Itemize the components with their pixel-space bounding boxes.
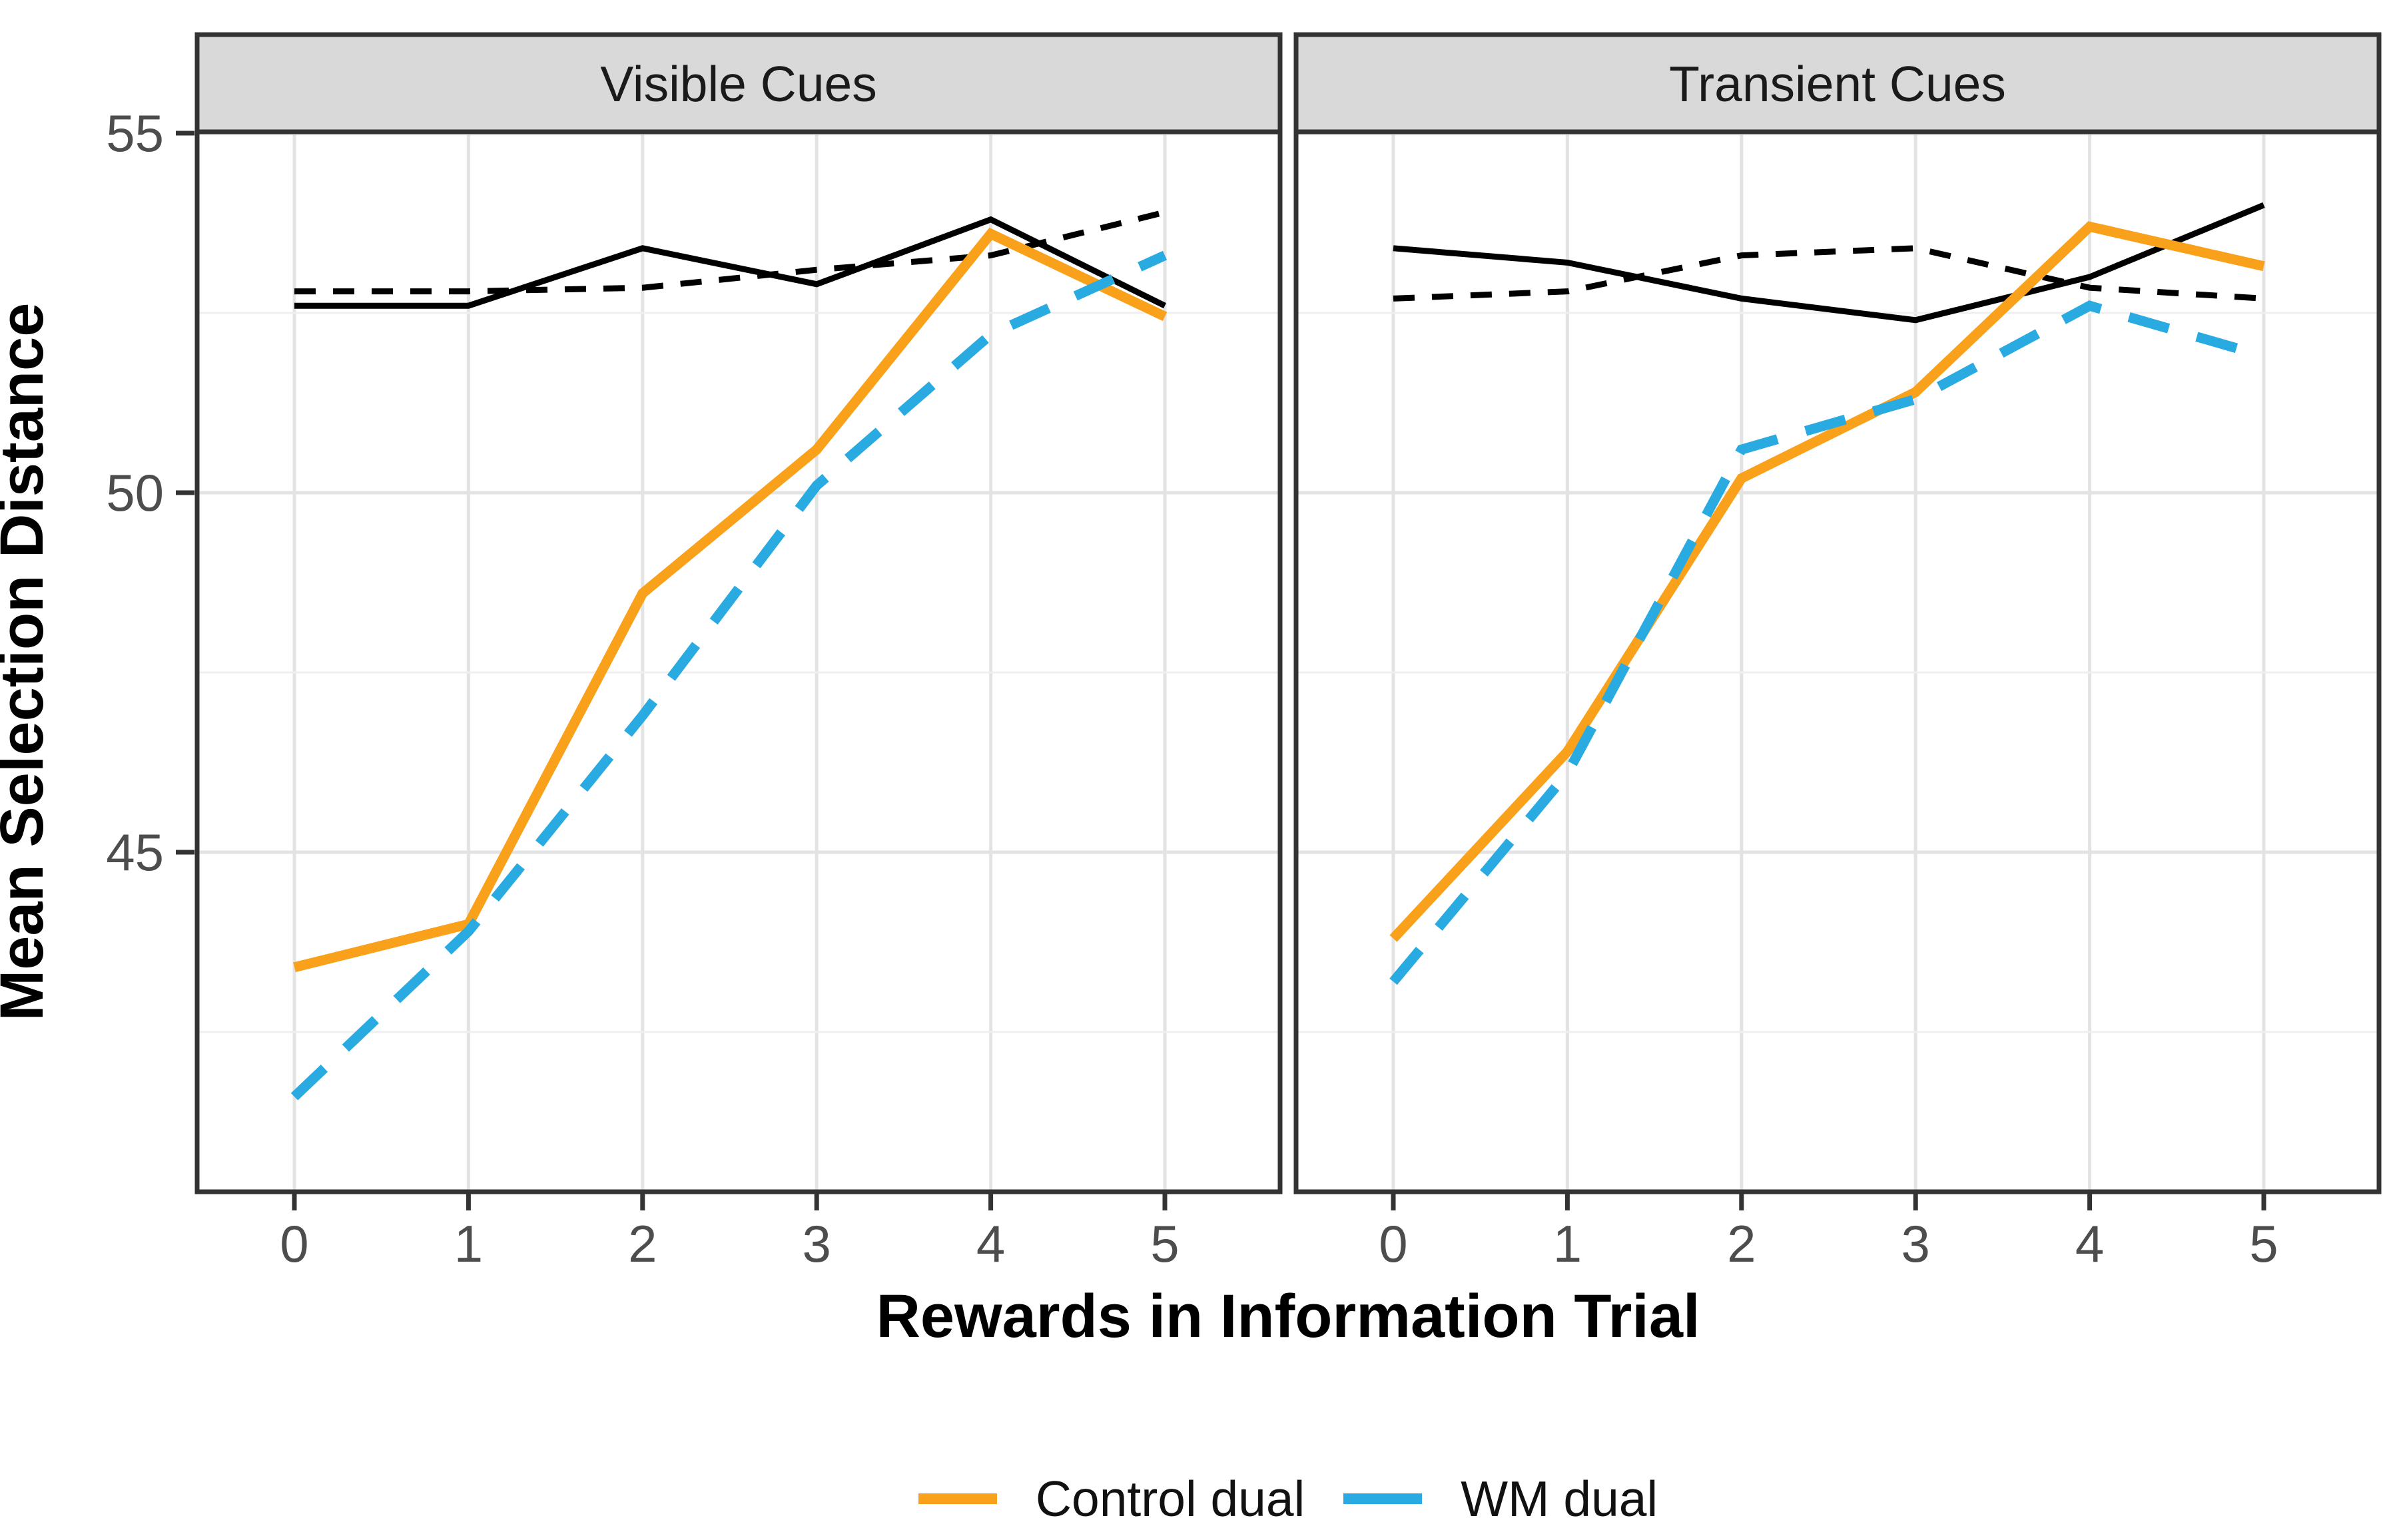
panel-visible-cues: Visible Cues — [194, 32, 1283, 1194]
legend-item-control-dual: Control dual — [918, 1470, 1305, 1527]
series-line-black-solid-unlabeled- — [1393, 202, 2265, 324]
x-tick-label: 2 — [1727, 1214, 1756, 1273]
strip-label-visible-cues: Visible Cues — [600, 56, 877, 112]
series-line-control-dual — [1389, 221, 2265, 942]
y-tick-label: 55 — [106, 104, 164, 162]
x-tick-label: 1 — [1553, 1214, 1582, 1273]
control-dual-line-swatch — [918, 1493, 997, 1504]
wm-dual-line-swatch — [1343, 1493, 1423, 1504]
series-line-black-solid-unlabeled- — [294, 216, 1166, 309]
strip-visible-cues — [194, 32, 1283, 134]
y-axis-title: Mean Selection Distance — [0, 303, 56, 1021]
y-axis: 55 50 45 — [106, 104, 194, 882]
x-tick-label: 4 — [2075, 1214, 2104, 1273]
legend: Control dual WM dual — [181, 1462, 2395, 1535]
strip-transient-cues — [1293, 32, 2382, 134]
x-tick-label: 4 — [976, 1214, 1005, 1273]
y-tick-label: 45 — [106, 823, 164, 882]
legend-item-wm-dual: WM dual — [1343, 1470, 1658, 1527]
x-tick-label: 5 — [1150, 1214, 1179, 1273]
x-tick-label: 2 — [628, 1214, 657, 1273]
x-axis-visible-panel: 0 1 2 3 4 5 — [280, 1192, 1180, 1273]
series-line-wm-dual — [1389, 300, 2266, 985]
y-tick-label: 50 — [106, 463, 164, 522]
x-tick-label: 0 — [1379, 1214, 1407, 1273]
panel-visible-series — [290, 209, 1168, 1101]
x-tick-label: 0 — [280, 1214, 308, 1273]
legend-label-control-dual: Control dual — [1035, 1471, 1305, 1527]
x-axis-transient-panel: 0 1 2 3 4 5 — [1379, 1192, 2278, 1273]
x-tick-label: 3 — [1901, 1214, 1930, 1273]
panel-visible-gridlines — [197, 131, 1280, 1192]
series-line-black-dashed-unlabeled- — [294, 209, 1166, 295]
panel-transient-series — [1389, 202, 2266, 985]
x-axis-title: Rewards in Information Trial — [876, 1282, 1700, 1350]
x-tick-label: 3 — [803, 1214, 831, 1273]
x-tick-label: 1 — [454, 1214, 483, 1273]
series-line-wm-dual — [290, 250, 1168, 1101]
series-line-black-dashed-unlabeled- — [1393, 245, 2264, 302]
series-line-control-dual — [293, 227, 1168, 973]
x-tick-label: 5 — [2249, 1214, 2278, 1273]
panel-transient-cues: Transient Cues — [1293, 32, 2382, 1194]
strip-label-transient-cues: Transient Cues — [1669, 56, 2006, 112]
legend-label-wm-dual: WM dual — [1461, 1471, 1658, 1527]
